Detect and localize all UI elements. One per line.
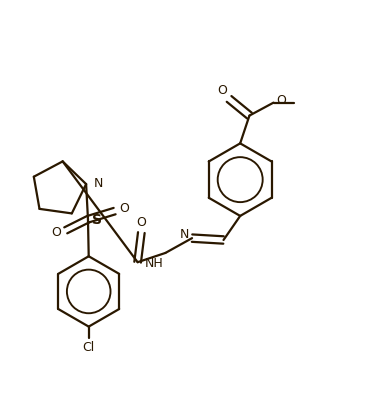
Text: Cl: Cl bbox=[82, 342, 95, 354]
Text: N: N bbox=[180, 228, 189, 241]
Text: N: N bbox=[94, 177, 103, 190]
Text: O: O bbox=[51, 226, 61, 239]
Text: O: O bbox=[276, 94, 286, 107]
Text: S: S bbox=[92, 213, 102, 227]
Text: O: O bbox=[217, 84, 227, 97]
Text: O: O bbox=[119, 202, 129, 215]
Text: O: O bbox=[137, 216, 146, 229]
Text: NH: NH bbox=[145, 257, 163, 270]
